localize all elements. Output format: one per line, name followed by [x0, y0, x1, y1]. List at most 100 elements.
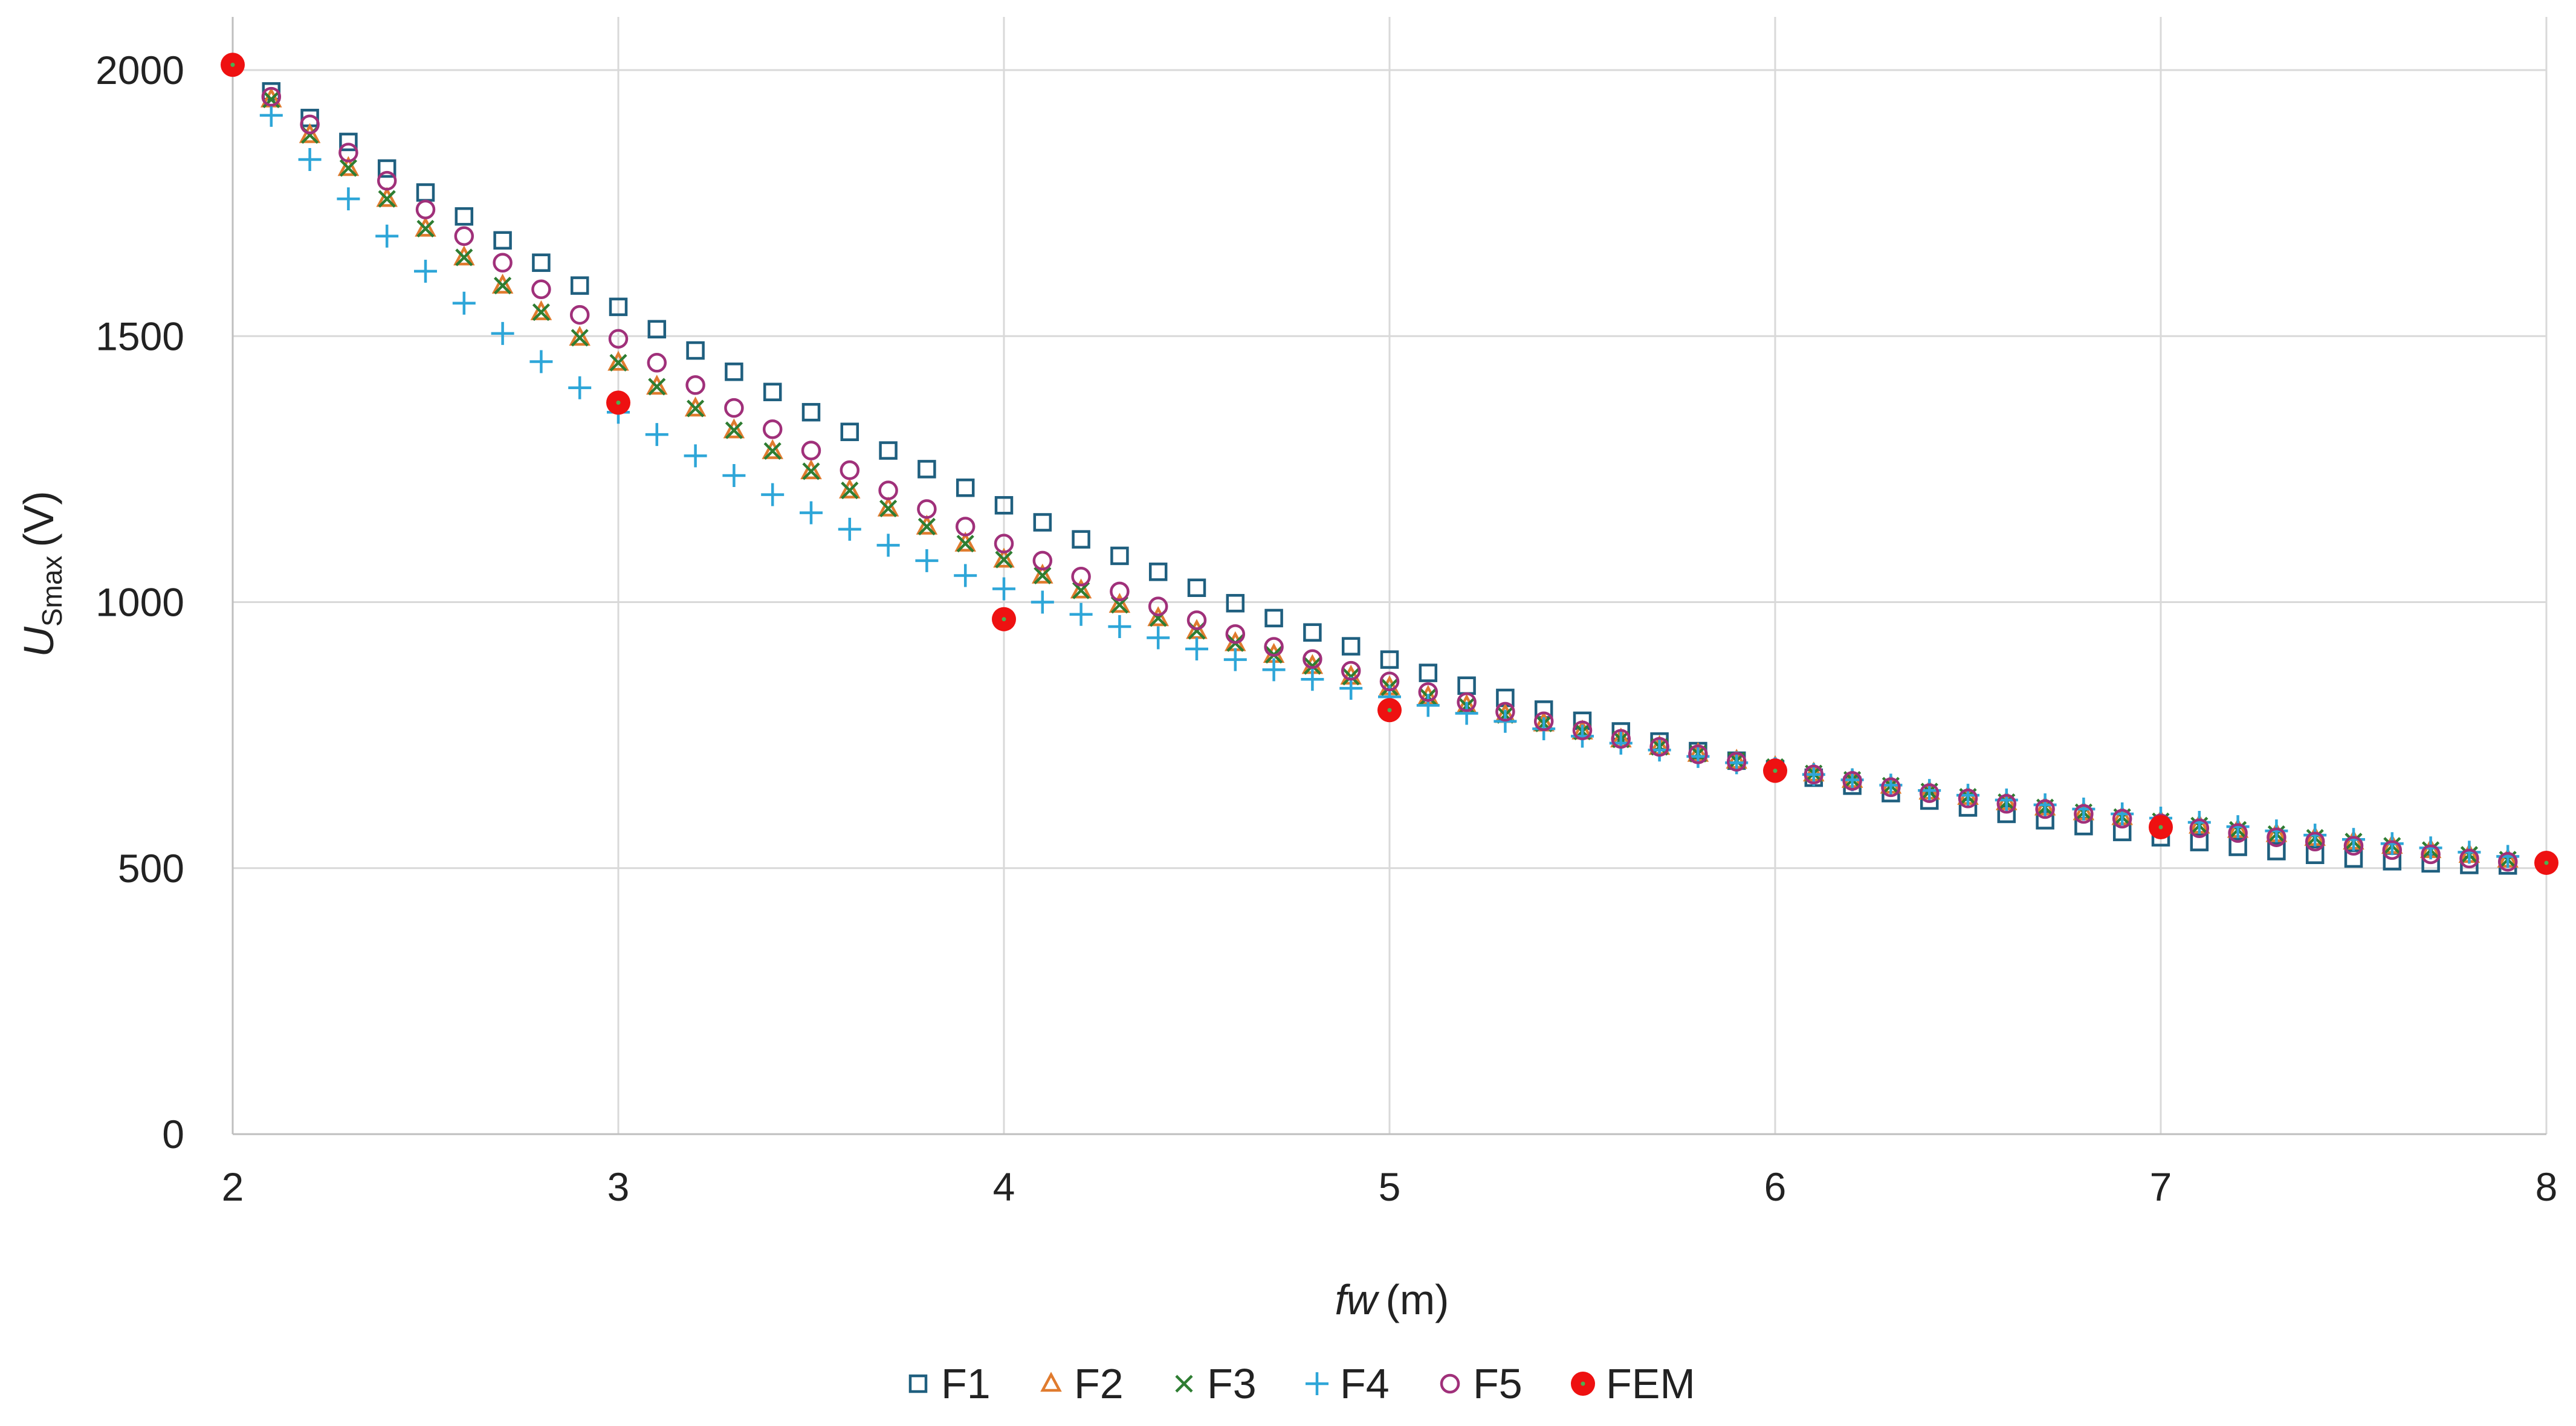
point-f5-24 [1186, 610, 1207, 630]
point-fem-0-center [230, 62, 235, 67]
point-f4-14 [800, 501, 823, 524]
point-fem-1 [606, 390, 630, 415]
point-f4-5 [452, 291, 476, 315]
point-f2-19 [993, 547, 1015, 568]
point-f1-13 [763, 382, 782, 401]
point-f1-9 [609, 297, 628, 317]
point-f3-28 [1342, 668, 1360, 686]
x-axis-title: fw (m) [1335, 1276, 1449, 1323]
point-f5-53 [2305, 831, 2325, 851]
point-fem-0 [221, 53, 245, 77]
point-f3-4 [416, 219, 435, 238]
point-f1-30 [1419, 663, 1438, 682]
point-fem-2-center [1002, 617, 1006, 622]
point-f2-11 [684, 396, 707, 417]
point-f2-4 [415, 216, 436, 237]
point-f5-8 [569, 305, 590, 325]
point-f2-8 [569, 326, 591, 346]
y-tick-label-2000: 2000 [95, 48, 184, 92]
point-fem-4-center [1773, 769, 1778, 773]
point-f4-51 [2226, 815, 2250, 839]
point-f5-5 [454, 226, 474, 247]
legend-item-f1: F1 [908, 1360, 991, 1407]
point-f3-19 [995, 550, 1013, 569]
point-f4-19 [992, 577, 1015, 601]
point-f4-4 [414, 259, 437, 283]
legend-label-f5: F5 [1473, 1360, 1523, 1407]
point-f2-9 [607, 350, 629, 371]
point-f1-8 [570, 276, 589, 295]
point-f5-21 [1071, 567, 1091, 587]
point-f4-1 [298, 147, 322, 171]
point-f1-53 [2305, 845, 2325, 864]
point-f5-12 [724, 398, 744, 418]
point-f5-18 [955, 517, 976, 537]
point-f3-13 [763, 442, 782, 460]
point-f2-15 [839, 478, 861, 498]
point-f5-54 [2343, 836, 2364, 856]
point-f1-15 [840, 422, 859, 442]
point-f4-16 [876, 534, 900, 557]
point-f3-15 [841, 482, 859, 500]
point-f5-58 [2497, 851, 2518, 872]
point-f5-41 [1842, 771, 1862, 791]
point-f4-20 [1031, 590, 1054, 614]
x-tick-label-6: 6 [1764, 1164, 1787, 1209]
tick-labels: 2 3 4 5 6 7 8 0 500 1000 1500 2000 [95, 48, 2557, 1209]
point-f1-22 [1110, 546, 1129, 566]
point-f4-15 [838, 517, 861, 541]
point-f5-36 [1649, 737, 1669, 757]
point-f3-17 [917, 517, 936, 536]
point-f2-5 [453, 245, 475, 266]
point-f1-31 [1457, 676, 1476, 695]
point-f4-13 [761, 483, 785, 506]
point-f4-28 [1339, 677, 1363, 700]
point-f1-27 [1303, 623, 1322, 642]
point-f4-31 [1455, 702, 1478, 725]
point-f5-16 [878, 480, 898, 500]
point-f5-30 [1418, 682, 1438, 702]
point-f2-21 [1070, 578, 1092, 599]
point-f5-34 [1572, 720, 1593, 740]
y-tick-label-1500: 1500 [95, 314, 184, 358]
point-f4-3 [375, 224, 399, 248]
point-f5-32 [1495, 702, 1515, 722]
point-f1-12 [725, 363, 743, 381]
point-f4-26 [1262, 658, 1286, 682]
point-f5-13 [762, 419, 783, 439]
point-f5-56 [2421, 844, 2441, 865]
point-f1-23 [1148, 563, 1168, 581]
point-f2-20 [1032, 563, 1053, 584]
point-f3-16 [879, 499, 898, 518]
legend-item-f2: F2 [1040, 1360, 1124, 1407]
point-f2-3 [376, 187, 398, 207]
x-tick-label-3: 3 [607, 1164, 630, 1209]
point-f2-13 [762, 439, 783, 459]
point-f5-46 [2035, 799, 2055, 819]
point-f5-29 [1379, 671, 1400, 691]
point-f3-12 [725, 421, 743, 439]
point-f2-18 [954, 531, 976, 552]
y-axis-title: USmax(V) [15, 491, 68, 657]
point-f3-9 [609, 353, 627, 372]
point-f5-2 [338, 143, 358, 163]
point-f5-44 [1958, 789, 1978, 808]
point-f3-18 [956, 535, 974, 553]
legend-marker-f1 [908, 1374, 928, 1393]
point-f1-19 [994, 496, 1014, 515]
point-f5-25 [1225, 624, 1246, 644]
axes [231, 17, 2546, 1135]
legend: F1 F2 F3 F4 F5 FEM [908, 1360, 1695, 1407]
point-f1-21 [1072, 530, 1090, 549]
legend-marker-f2 [1040, 1372, 1062, 1392]
legend-marker-f5 [1440, 1373, 1460, 1394]
point-f4-55 [2380, 832, 2404, 856]
point-f4-2 [337, 187, 360, 211]
y-tick-label-1000: 1000 [95, 580, 184, 625]
point-f5-42 [1881, 777, 1901, 798]
point-f5-31 [1457, 692, 1477, 712]
y-tick-label-0: 0 [162, 1112, 184, 1157]
point-f4-7 [529, 350, 553, 373]
point-f5-22 [1110, 581, 1130, 602]
